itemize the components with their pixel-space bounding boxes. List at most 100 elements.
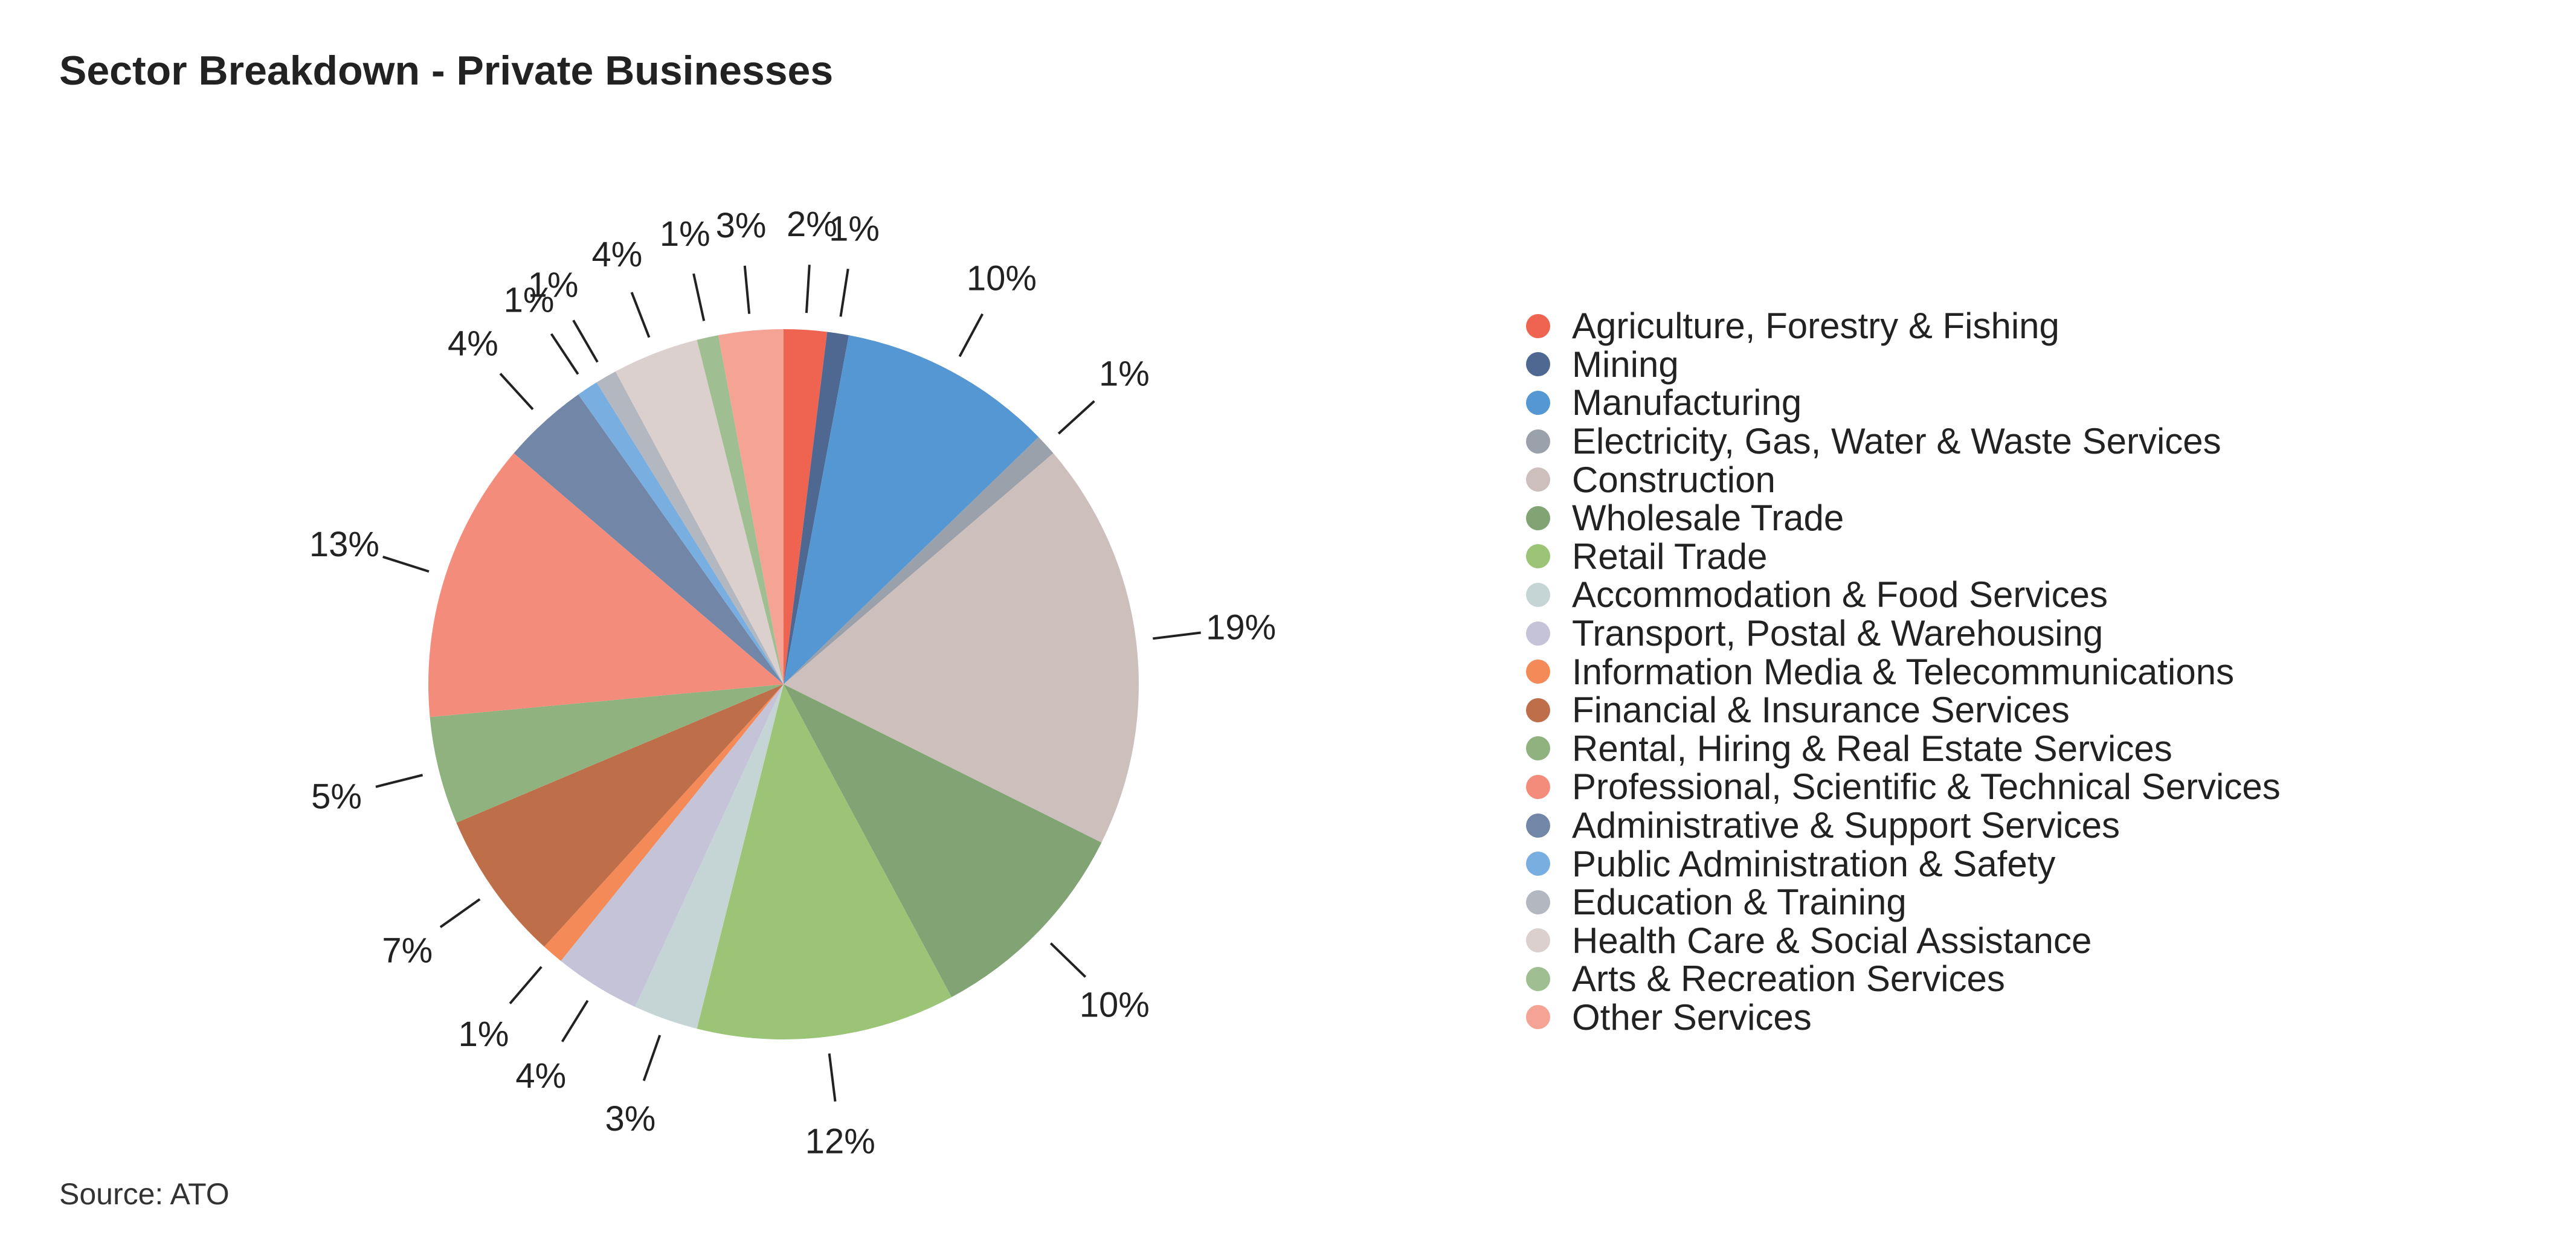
legend-label: Other Services bbox=[1572, 997, 1812, 1038]
leader-line-accommodation-and-food-services bbox=[642, 1035, 662, 1082]
leader-line-electricity-gas-water-and-waste-services bbox=[1057, 400, 1095, 435]
legend-label: Wholesale Trade bbox=[1572, 498, 1844, 539]
legend-item-professional-scientific-and-technical-services: Professional, Scientific & Technical Ser… bbox=[1526, 766, 2281, 807]
chart-legend: Agriculture, Forestry & Fishing Mining Man… bbox=[1526, 306, 2281, 1038]
legend-item-other-services: Other Services bbox=[1526, 997, 2281, 1038]
leader-line-agriculture-forestry-and-fishing bbox=[805, 265, 811, 313]
slice-rental-hiring-and-real-estate-services bbox=[430, 684, 784, 823]
slice-public-administration-and-safety bbox=[578, 382, 784, 684]
slice-arts-and-recreation-services bbox=[697, 335, 784, 684]
leader-line-education-and-training bbox=[572, 319, 599, 363]
leader-line-rental-hiring-and-real-estate-services bbox=[375, 774, 423, 788]
legend-label: Manufacturing bbox=[1572, 382, 1802, 423]
slice-label-financial-and-insurance-services: 7% bbox=[382, 931, 433, 970]
slice-mining bbox=[784, 332, 849, 684]
pie-slices bbox=[428, 329, 1139, 1039]
legend-item-mining: Mining bbox=[1526, 344, 2281, 385]
legend-label: Information Media & Telecommunications bbox=[1572, 651, 2235, 692]
slice-financial-and-insurance-services bbox=[456, 684, 784, 947]
legend-item-public-administration-and-safety: Public Administration & Safety bbox=[1526, 843, 2281, 884]
source-note: Source: ATO bbox=[59, 1177, 230, 1211]
leader-line-wholesale-trade bbox=[1049, 942, 1087, 978]
slice-label-health-care-and-social-assistance: 4% bbox=[591, 235, 642, 274]
slice-label-mining: 1% bbox=[829, 210, 880, 249]
slice-retail-trade bbox=[697, 684, 952, 1039]
slice-label-administrative-and-support-services: 4% bbox=[448, 324, 498, 364]
leader-line-construction bbox=[1153, 631, 1201, 640]
slice-label-accommodation-and-food-services: 3% bbox=[605, 1099, 655, 1138]
legend-item-retail-trade: Retail Trade bbox=[1526, 536, 2281, 577]
legend-swatch bbox=[1526, 928, 1550, 953]
legend-label: Accommodation & Food Services bbox=[1572, 574, 2108, 615]
legend-label: Public Administration & Safety bbox=[1572, 843, 2056, 884]
legend-item-electricity-gas-water-and-waste-services: Electricity, Gas, Water & Waste Services bbox=[1526, 421, 2281, 462]
legend-swatch bbox=[1526, 467, 1550, 492]
leader-lines bbox=[375, 265, 1201, 1102]
slice-label-public-administration-and-safety: 1% bbox=[504, 280, 555, 319]
legend-item-agriculture-forestry-and-fishing: Agriculture, Forestry & Fishing bbox=[1526, 306, 2281, 347]
legend-item-health-care-and-social-assistance: Health Care & Social Assistance bbox=[1526, 920, 2281, 961]
leader-line-manufacturing bbox=[958, 313, 984, 358]
slice-label-retail-trade: 12% bbox=[805, 1122, 875, 1161]
slice-transport-postal-and-warehousing bbox=[561, 684, 784, 1007]
legend-label: Professional, Scientific & Technical Ser… bbox=[1572, 766, 2281, 807]
legend-label: Electricity, Gas, Water & Waste Services bbox=[1572, 421, 2221, 462]
slice-manufacturing bbox=[784, 335, 1039, 684]
legend-label: Rental, Hiring & Real Estate Services bbox=[1572, 728, 2172, 769]
slice-accommodation-and-food-services bbox=[635, 684, 784, 1029]
leader-line-mining bbox=[839, 268, 849, 317]
slice-information-media-and-telecommunications bbox=[544, 684, 784, 961]
slice-electricity-gas-water-and-waste-services bbox=[784, 437, 1054, 684]
legend-item-rental-hiring-and-real-estate-services: Rental, Hiring & Real Estate Services bbox=[1526, 728, 2281, 769]
slice-professional-scientific-and-technical-services bbox=[428, 453, 784, 717]
legend-item-administrative-and-support-services: Administrative & Support Services bbox=[1526, 805, 2281, 846]
leader-line-other-services bbox=[743, 265, 751, 314]
legend-label: Mining bbox=[1572, 344, 1679, 385]
legend-swatch bbox=[1526, 1005, 1550, 1030]
slice-label-information-media-and-telecommunications: 1% bbox=[459, 1015, 509, 1054]
slice-health-care-and-social-assistance bbox=[615, 339, 784, 684]
slice-label-professional-scientific-and-technical-services: 13% bbox=[309, 525, 379, 564]
leader-line-arts-and-recreation-services bbox=[692, 273, 706, 321]
leader-line-transport-postal-and-warehousing bbox=[561, 1000, 589, 1042]
legend-swatch bbox=[1526, 890, 1550, 914]
legend-item-arts-and-recreation-services: Arts & Recreation Services bbox=[1526, 958, 2281, 1000]
legend-label: Construction bbox=[1572, 459, 1776, 500]
legend-swatch bbox=[1526, 774, 1550, 799]
leader-line-administrative-and-support-services bbox=[499, 373, 534, 411]
legend-swatch bbox=[1526, 544, 1550, 569]
slice-construction bbox=[784, 453, 1139, 843]
legend-item-information-media-and-telecommunications: Information Media & Telecommunications bbox=[1526, 651, 2281, 692]
legend-label: Retail Trade bbox=[1572, 536, 1768, 577]
slice-label-arts-and-recreation-services: 1% bbox=[660, 214, 710, 254]
slice-agriculture-forestry-and-fishing bbox=[784, 329, 828, 684]
legend-item-education-and-training: Education & Training bbox=[1526, 882, 2281, 923]
legend-swatch bbox=[1526, 429, 1550, 454]
legend-swatch bbox=[1526, 506, 1550, 530]
legend-label: Education & Training bbox=[1572, 882, 1907, 923]
slice-label-manufacturing: 10% bbox=[967, 258, 1037, 298]
legend-label: Administrative & Support Services bbox=[1572, 805, 2120, 846]
slice-labels: 2%1%10%1%19%10%12%3%4%1%7%5%13%4%1%1%4%1… bbox=[309, 205, 1276, 1161]
slice-administrative-and-support-services bbox=[514, 394, 784, 684]
legend-swatch bbox=[1526, 582, 1550, 607]
legend-label: Agriculture, Forestry & Fishing bbox=[1572, 306, 2059, 347]
legend-item-manufacturing: Manufacturing bbox=[1526, 382, 2281, 423]
leader-line-financial-and-insurance-services bbox=[439, 898, 481, 928]
slice-label-transport-postal-and-warehousing: 4% bbox=[515, 1056, 566, 1096]
legend-swatch bbox=[1526, 313, 1550, 338]
slice-education-and-training bbox=[596, 371, 784, 684]
legend-item-financial-and-insurance-services: Financial & Insurance Services bbox=[1526, 690, 2281, 730]
slice-wholesale-trade bbox=[784, 684, 1102, 998]
legend-label: Health Care & Social Assistance bbox=[1572, 920, 2092, 961]
legend-label: Transport, Postal & Warehousing bbox=[1572, 613, 2104, 654]
legend-label: Arts & Recreation Services bbox=[1572, 958, 2005, 1000]
leader-line-public-administration-and-safety bbox=[550, 333, 579, 375]
legend-item-construction: Construction bbox=[1526, 459, 2281, 500]
slice-label-construction: 19% bbox=[1206, 608, 1276, 647]
legend-swatch bbox=[1526, 813, 1550, 838]
legend-swatch bbox=[1526, 736, 1550, 761]
legend-swatch bbox=[1526, 352, 1550, 377]
legend-item-wholesale-trade: Wholesale Trade bbox=[1526, 498, 2281, 539]
